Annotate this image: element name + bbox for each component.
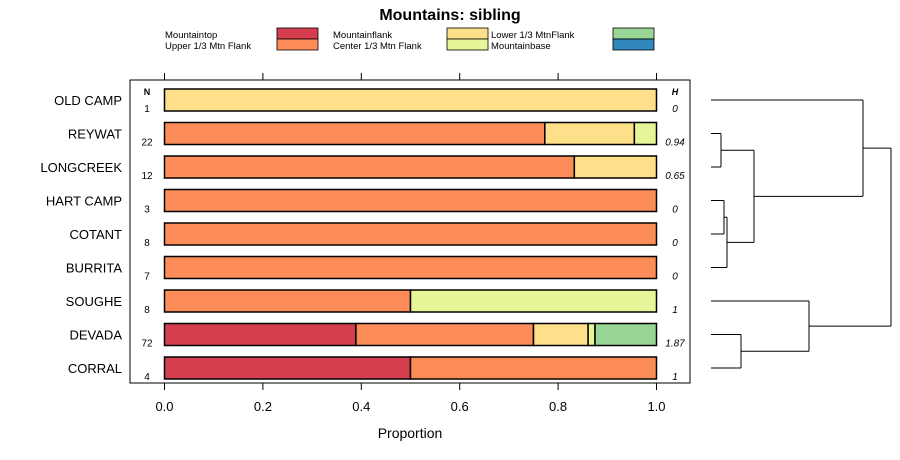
h-value: 0 — [672, 205, 678, 216]
bar-segment-upper — [163, 121, 546, 146]
row-label: REYWAT — [68, 127, 122, 142]
row-hart-camp: HART CAMP 3 0 — [46, 188, 678, 216]
bar-segment-mountainflank — [163, 88, 658, 112]
legend-label-lower: Lower 1/3 MtnFlank — [491, 30, 575, 41]
h-value: 0.94 — [665, 138, 685, 149]
n-column-header: N — [144, 87, 151, 97]
bar-segment-upper — [163, 255, 658, 280]
x-tick-label: 0.2 — [254, 399, 272, 414]
h-value: 0.65 — [665, 171, 685, 182]
h-value: 1 — [672, 305, 678, 316]
h-value: 0 — [672, 238, 678, 249]
legend-label-mountaintop: Mountaintop — [165, 30, 217, 41]
row-label: CORRAL — [68, 361, 122, 376]
row-label: LONGCREEK — [40, 160, 122, 175]
bar-segment-upper — [163, 188, 658, 213]
row-burrita: BURRITA 7 0 — [66, 255, 678, 283]
legend-swatch-upper — [276, 38, 319, 51]
bar-segment-center — [409, 289, 658, 313]
bar-segment-upper — [355, 322, 535, 347]
bar-segment-upper — [163, 222, 658, 246]
bar-segment-lower — [594, 322, 658, 347]
n-value: 8 — [144, 238, 150, 249]
n-value: 4 — [144, 372, 150, 383]
h-value: 1.87 — [665, 339, 685, 350]
n-value: 3 — [144, 205, 150, 216]
x-axis: 0.0 0.2 0.4 0.6 0.8 1.0 — [155, 73, 666, 414]
row-reywat: REYWAT 22 0.94 — [68, 121, 685, 149]
legend-label-mountainflank: Mountainflank — [333, 30, 392, 41]
bar-segment-mountainflank — [544, 121, 636, 146]
legend-label-base: Mountainbase — [491, 41, 551, 52]
legend-label-upper: Upper 1/3 Mtn Flank — [165, 41, 251, 52]
bar-segment-mountaintop — [163, 356, 412, 380]
bar-segment-mountainflank — [573, 155, 658, 179]
n-value: 72 — [141, 339, 153, 350]
legend-swatch-base — [612, 38, 655, 51]
row-label: OLD CAMP — [54, 93, 122, 108]
legend-label-center: Center 1/3 Mtn Flank — [333, 41, 422, 52]
legend-swatch-lower — [612, 27, 655, 40]
h-value: 0 — [672, 104, 678, 115]
x-tick-label: 0.8 — [549, 399, 567, 414]
chart-title: Mountains: sibling — [379, 7, 520, 24]
n-value: 8 — [144, 305, 150, 316]
h-value: 1 — [672, 372, 678, 383]
bar-segment-upper — [163, 155, 576, 179]
h-column-header: H — [672, 87, 679, 97]
plot-frame — [129, 79, 691, 384]
legend-swatch-center — [446, 38, 489, 51]
row-label: BURRITA — [66, 261, 122, 276]
legend-swatch-mountaintop — [276, 27, 319, 40]
bar-segment-center — [587, 322, 596, 347]
dendrogram — [711, 99, 892, 369]
row-longcreek: LONGCREEK 12 0.65 — [40, 155, 685, 182]
n-value: 22 — [141, 138, 153, 149]
row-label: HART CAMP — [46, 194, 122, 209]
x-tick-label: 0.6 — [451, 399, 469, 414]
bar-segment-upper — [409, 356, 658, 380]
row-corral: CORRAL 4 1 — [68, 356, 678, 383]
row-old-camp: OLD CAMP 1 0 — [54, 88, 678, 115]
legend-swatch-mountainflank — [446, 27, 489, 40]
bar-segment-mountaintop — [163, 322, 357, 347]
bar-segment-upper — [163, 289, 412, 313]
row-label: SOUGHE — [66, 294, 123, 309]
row-label: DEVADA — [70, 328, 123, 343]
x-tick-label: 1.0 — [647, 399, 665, 414]
n-value: 7 — [144, 272, 150, 283]
x-axis-title: Proportion — [378, 425, 443, 441]
row-devada: DEVADA 72 1.87 — [70, 322, 685, 350]
x-tick-label: 0.4 — [352, 399, 370, 414]
row-label: COTANT — [70, 227, 123, 242]
bar-segment-mountainflank — [532, 322, 589, 347]
bar-segment-center — [633, 121, 658, 146]
x-tick-label: 0.0 — [155, 399, 173, 414]
n-value: 12 — [141, 171, 153, 182]
row-cotant: COTANT 8 0 — [70, 222, 678, 249]
h-value: 0 — [672, 272, 678, 283]
row-soughe: SOUGHE 8 1 — [66, 289, 678, 316]
n-value: 1 — [144, 104, 150, 115]
bar-rows: OLD CAMP 1 0 REYWAT 22 0.94 LONGCREEK 12 0.65 HAR… — [40, 88, 685, 383]
